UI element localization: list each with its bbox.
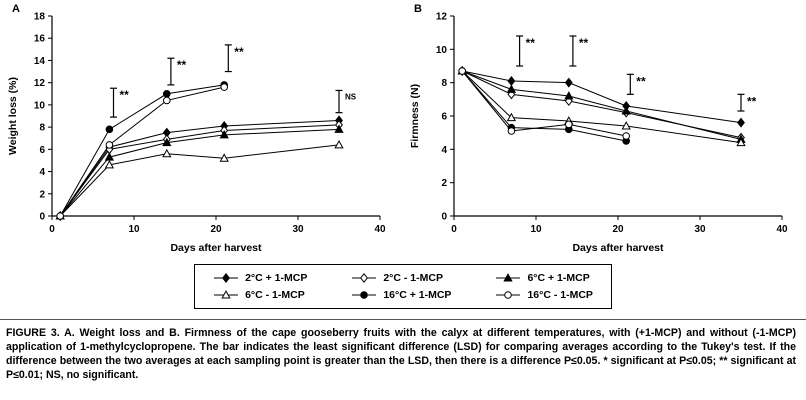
svg-text:Firmness (N): Firmness (N) [409, 84, 421, 148]
svg-text:8: 8 [39, 123, 45, 134]
legend-label: 6°C - 1-MCP [245, 289, 305, 301]
legend-label: 16°C - 1-MCP [527, 289, 593, 301]
svg-text:20: 20 [612, 224, 624, 235]
svg-text:**: ** [747, 94, 757, 108]
svg-text:**: ** [636, 74, 646, 88]
chart-svg: 0 2 4 6 8 10 12 0 10 20 30 40 Days after harvest Firm… [409, 12, 788, 255]
open-circle-icon [496, 291, 521, 299]
svg-text:4: 4 [39, 167, 45, 178]
svg-text:30: 30 [694, 224, 706, 235]
svg-text:**: ** [526, 36, 536, 50]
legend-item: 16°C - 1-MCP [495, 289, 593, 301]
panel-label-a: A [12, 3, 20, 15]
svg-text:10: 10 [530, 224, 542, 235]
svg-text:2: 2 [39, 189, 45, 200]
svg-text:12: 12 [436, 12, 448, 23]
open-diamond-icon [352, 272, 377, 284]
figure-caption: FIGURE 3. A. Weight loss and B. Firmness… [0, 319, 806, 382]
svg-text:0: 0 [39, 212, 45, 223]
svg-text:40: 40 [374, 224, 386, 235]
svg-text:**: ** [177, 58, 187, 72]
svg-text:10: 10 [34, 100, 46, 111]
svg-text:**: ** [579, 36, 589, 50]
legend-item: 6°C + 1-MCP [495, 272, 592, 284]
legend-label: 2°C - 1-MCP [383, 272, 443, 284]
svg-text:**: ** [120, 88, 130, 102]
chart-svg: 0 2 4 6 8 10 12 14 16 18 0 10 20 30 40 Days after harve… [7, 12, 386, 255]
legend-item: 6°C - 1-MCP [213, 289, 307, 301]
svg-text:6: 6 [441, 112, 447, 123]
svg-text:30: 30 [292, 224, 304, 235]
svg-text:40: 40 [776, 224, 788, 235]
caption-text: A. Weight loss and B. Firmness of the ca… [6, 327, 796, 382]
svg-text:20: 20 [210, 224, 222, 235]
svg-text:14: 14 [34, 56, 46, 67]
caption-label: FIGURE 3. [6, 327, 60, 339]
filled-circle-icon [352, 291, 377, 299]
svg-text:18: 18 [34, 12, 46, 23]
svg-text:Weight loss (%): Weight loss (%) [7, 77, 19, 155]
svg-text:8: 8 [441, 78, 447, 89]
open-triangle-icon [214, 290, 239, 299]
legend-label: 6°C + 1-MCP [527, 272, 590, 284]
legend-item: 2°C + 1-MCP [213, 272, 307, 284]
svg-text:0: 0 [441, 212, 447, 223]
legend: 2°C + 1-MCP 2°C - 1-MCP 6°C + 1-MCP 6°C - 1… [194, 264, 612, 309]
svg-text:6: 6 [39, 145, 45, 156]
svg-text:Days after harvest: Days after harvest [572, 242, 664, 254]
firmness-chart: B 0 2 4 6 8 10 12 0 10 20 30 40 Days after harvest Fi… [406, 2, 800, 258]
svg-text:NS: NS [345, 92, 357, 101]
charts-row: A 0 2 4 6 8 10 12 14 16 18 0 10 20 30 40 Days after har… [4, 2, 800, 258]
legend-label: 16°C + 1-MCP [383, 289, 452, 301]
filled-triangle-icon [496, 273, 521, 282]
panel-label-b: B [414, 3, 422, 15]
svg-text:2: 2 [441, 178, 447, 189]
svg-text:**: ** [234, 45, 244, 59]
svg-text:16: 16 [34, 34, 46, 45]
legend-item: 16°C + 1-MCP [351, 289, 451, 301]
filled-diamond-icon [214, 272, 239, 284]
legend-item: 2°C - 1-MCP [351, 272, 451, 284]
svg-text:10: 10 [436, 45, 448, 56]
svg-text:10: 10 [128, 224, 140, 235]
weight-loss-chart: A 0 2 4 6 8 10 12 14 16 18 0 10 20 30 40 Days after har… [4, 2, 398, 258]
svg-text:Days after harvest: Days after harvest [170, 242, 262, 254]
svg-text:0: 0 [451, 224, 457, 235]
svg-text:12: 12 [34, 78, 46, 89]
svg-text:4: 4 [441, 145, 447, 156]
legend-label: 2°C + 1-MCP [245, 272, 308, 284]
svg-text:0: 0 [49, 224, 55, 235]
